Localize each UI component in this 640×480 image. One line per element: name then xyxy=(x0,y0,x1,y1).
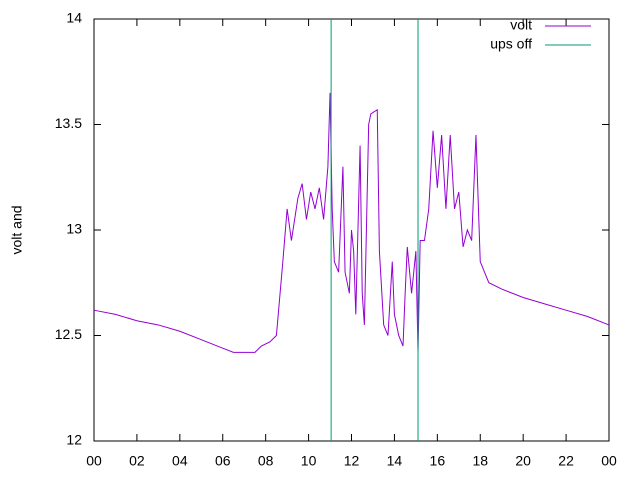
y-tick-label: 13 xyxy=(66,221,82,237)
x-tick-label: 08 xyxy=(258,453,274,469)
x-tick-label: 20 xyxy=(515,453,531,469)
x-tick-label: 12 xyxy=(344,453,360,469)
x-tick-label: 18 xyxy=(472,453,488,469)
legend-label: ups off xyxy=(490,36,532,52)
volt-line xyxy=(93,92,610,353)
x-tick-label: 14 xyxy=(387,453,403,469)
x-tick-label: 16 xyxy=(430,453,446,469)
x-tick-label: 04 xyxy=(172,453,188,469)
y-axis-label: volt and xyxy=(9,205,25,254)
y-tick-label: 12 xyxy=(66,432,82,448)
y-tick-label: 14 xyxy=(66,10,82,26)
y-tick-label: 12.5 xyxy=(55,326,82,342)
x-tick-label: 10 xyxy=(301,453,317,469)
x-tick-label: 22 xyxy=(558,453,574,469)
legend-label: volt xyxy=(510,17,532,33)
x-tick-label: 02 xyxy=(129,453,145,469)
x-tick-label: 00 xyxy=(86,453,102,469)
y-tick-label: 13.5 xyxy=(55,115,82,131)
x-tick-label: 06 xyxy=(215,453,231,469)
x-tick-label: 00 xyxy=(601,453,617,469)
